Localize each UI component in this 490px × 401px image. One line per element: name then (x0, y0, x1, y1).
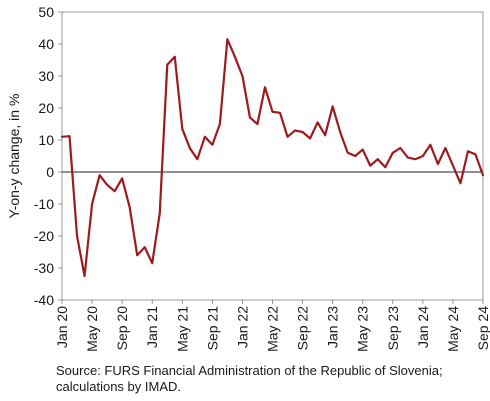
data-point (204, 136, 206, 138)
x-tick-label: Jan 24 (415, 306, 431, 348)
x-tick-label: Sep 22 (295, 306, 311, 351)
x-tick-label: Sep 21 (204, 306, 220, 351)
data-point (61, 136, 63, 138)
data-point (83, 275, 85, 277)
y-tick-label: -40 (34, 292, 54, 308)
data-point (369, 164, 371, 166)
data-point (279, 112, 281, 114)
x-tick-label: Sep 23 (385, 306, 401, 351)
x-tick-label: May 20 (84, 306, 100, 352)
data-point (166, 64, 168, 66)
data-point (377, 158, 379, 160)
y-axis-title: Y-on-y change, in % (6, 94, 22, 219)
y-tick-label: 10 (38, 132, 54, 148)
y-tick-label: 30 (38, 68, 54, 84)
data-point (241, 75, 243, 77)
data-point (211, 144, 213, 146)
data-point (196, 158, 198, 160)
data-point (76, 235, 78, 237)
data-point (444, 147, 446, 149)
data-point (113, 190, 115, 192)
x-tick-label: Sep 20 (114, 306, 130, 351)
x-tick-label: Jan 21 (144, 306, 160, 348)
x-tick-label: May 24 (445, 306, 461, 352)
data-point (346, 152, 348, 154)
x-tick-label: May 22 (265, 306, 281, 352)
data-point (452, 164, 454, 166)
data-point (181, 128, 183, 130)
y-tick-label: 40 (38, 36, 54, 52)
y-tick-label: -30 (34, 260, 54, 276)
data-point (68, 135, 70, 137)
data-point (467, 150, 469, 152)
chart-area: -40 -30 -20 -10 0 10 20 30 40 50 Y-on-y change, in… (6, 4, 490, 352)
data-point (226, 38, 228, 40)
data-point (264, 86, 266, 88)
data-point (249, 116, 251, 118)
x-tick-label: May 23 (355, 306, 371, 352)
data-point (106, 184, 108, 186)
data-point (91, 203, 93, 205)
data-point (121, 177, 123, 179)
data-point (301, 131, 303, 133)
y-tick-label: -10 (34, 196, 54, 212)
data-point (362, 148, 364, 150)
data-point (414, 158, 416, 160)
data-point (128, 206, 130, 208)
data-point (399, 147, 401, 149)
data-point (331, 105, 333, 107)
series-line (60, 38, 485, 278)
y-tick-label: 0 (46, 164, 54, 180)
data-point (384, 166, 386, 168)
data-point (174, 56, 176, 58)
source-note: Source: FURS Financial Administration of… (56, 363, 443, 394)
data-point (189, 147, 191, 149)
data-point (219, 123, 221, 125)
data-point (151, 262, 153, 264)
y-tick-label: -20 (34, 228, 54, 244)
data-point (286, 136, 288, 138)
data-point (98, 174, 100, 176)
data-point (482, 174, 484, 176)
data-point (324, 134, 326, 136)
line-chart: -40 -30 -20 -10 0 10 20 30 40 50 Y-on-y change, in… (6, 4, 490, 352)
data-point (407, 156, 409, 158)
x-tick-label: Jan 22 (234, 306, 250, 348)
x-tick-label: May 21 (174, 306, 190, 352)
data-point (136, 254, 138, 256)
data-point (422, 155, 424, 157)
data-point (256, 123, 258, 125)
y-tick-label: 50 (38, 4, 54, 20)
y-tick-label: 20 (38, 100, 54, 116)
data-point (234, 56, 236, 58)
data-point (339, 131, 341, 133)
x-tick-label: Jan 20 (54, 306, 70, 348)
plot-frame (61, 11, 484, 301)
data-point (294, 129, 296, 131)
data-point (429, 144, 431, 146)
data-point (271, 111, 273, 113)
data-point (392, 152, 394, 154)
data-point (316, 121, 318, 123)
data-point (474, 153, 476, 155)
data-point (459, 182, 461, 184)
x-tick-label: Sep 24 (475, 306, 490, 351)
data-point (309, 137, 311, 139)
data-point (354, 155, 356, 157)
data-point (143, 246, 145, 248)
data-point (437, 163, 439, 165)
x-tick-label: Jan 23 (325, 306, 341, 348)
data-point (159, 212, 161, 214)
